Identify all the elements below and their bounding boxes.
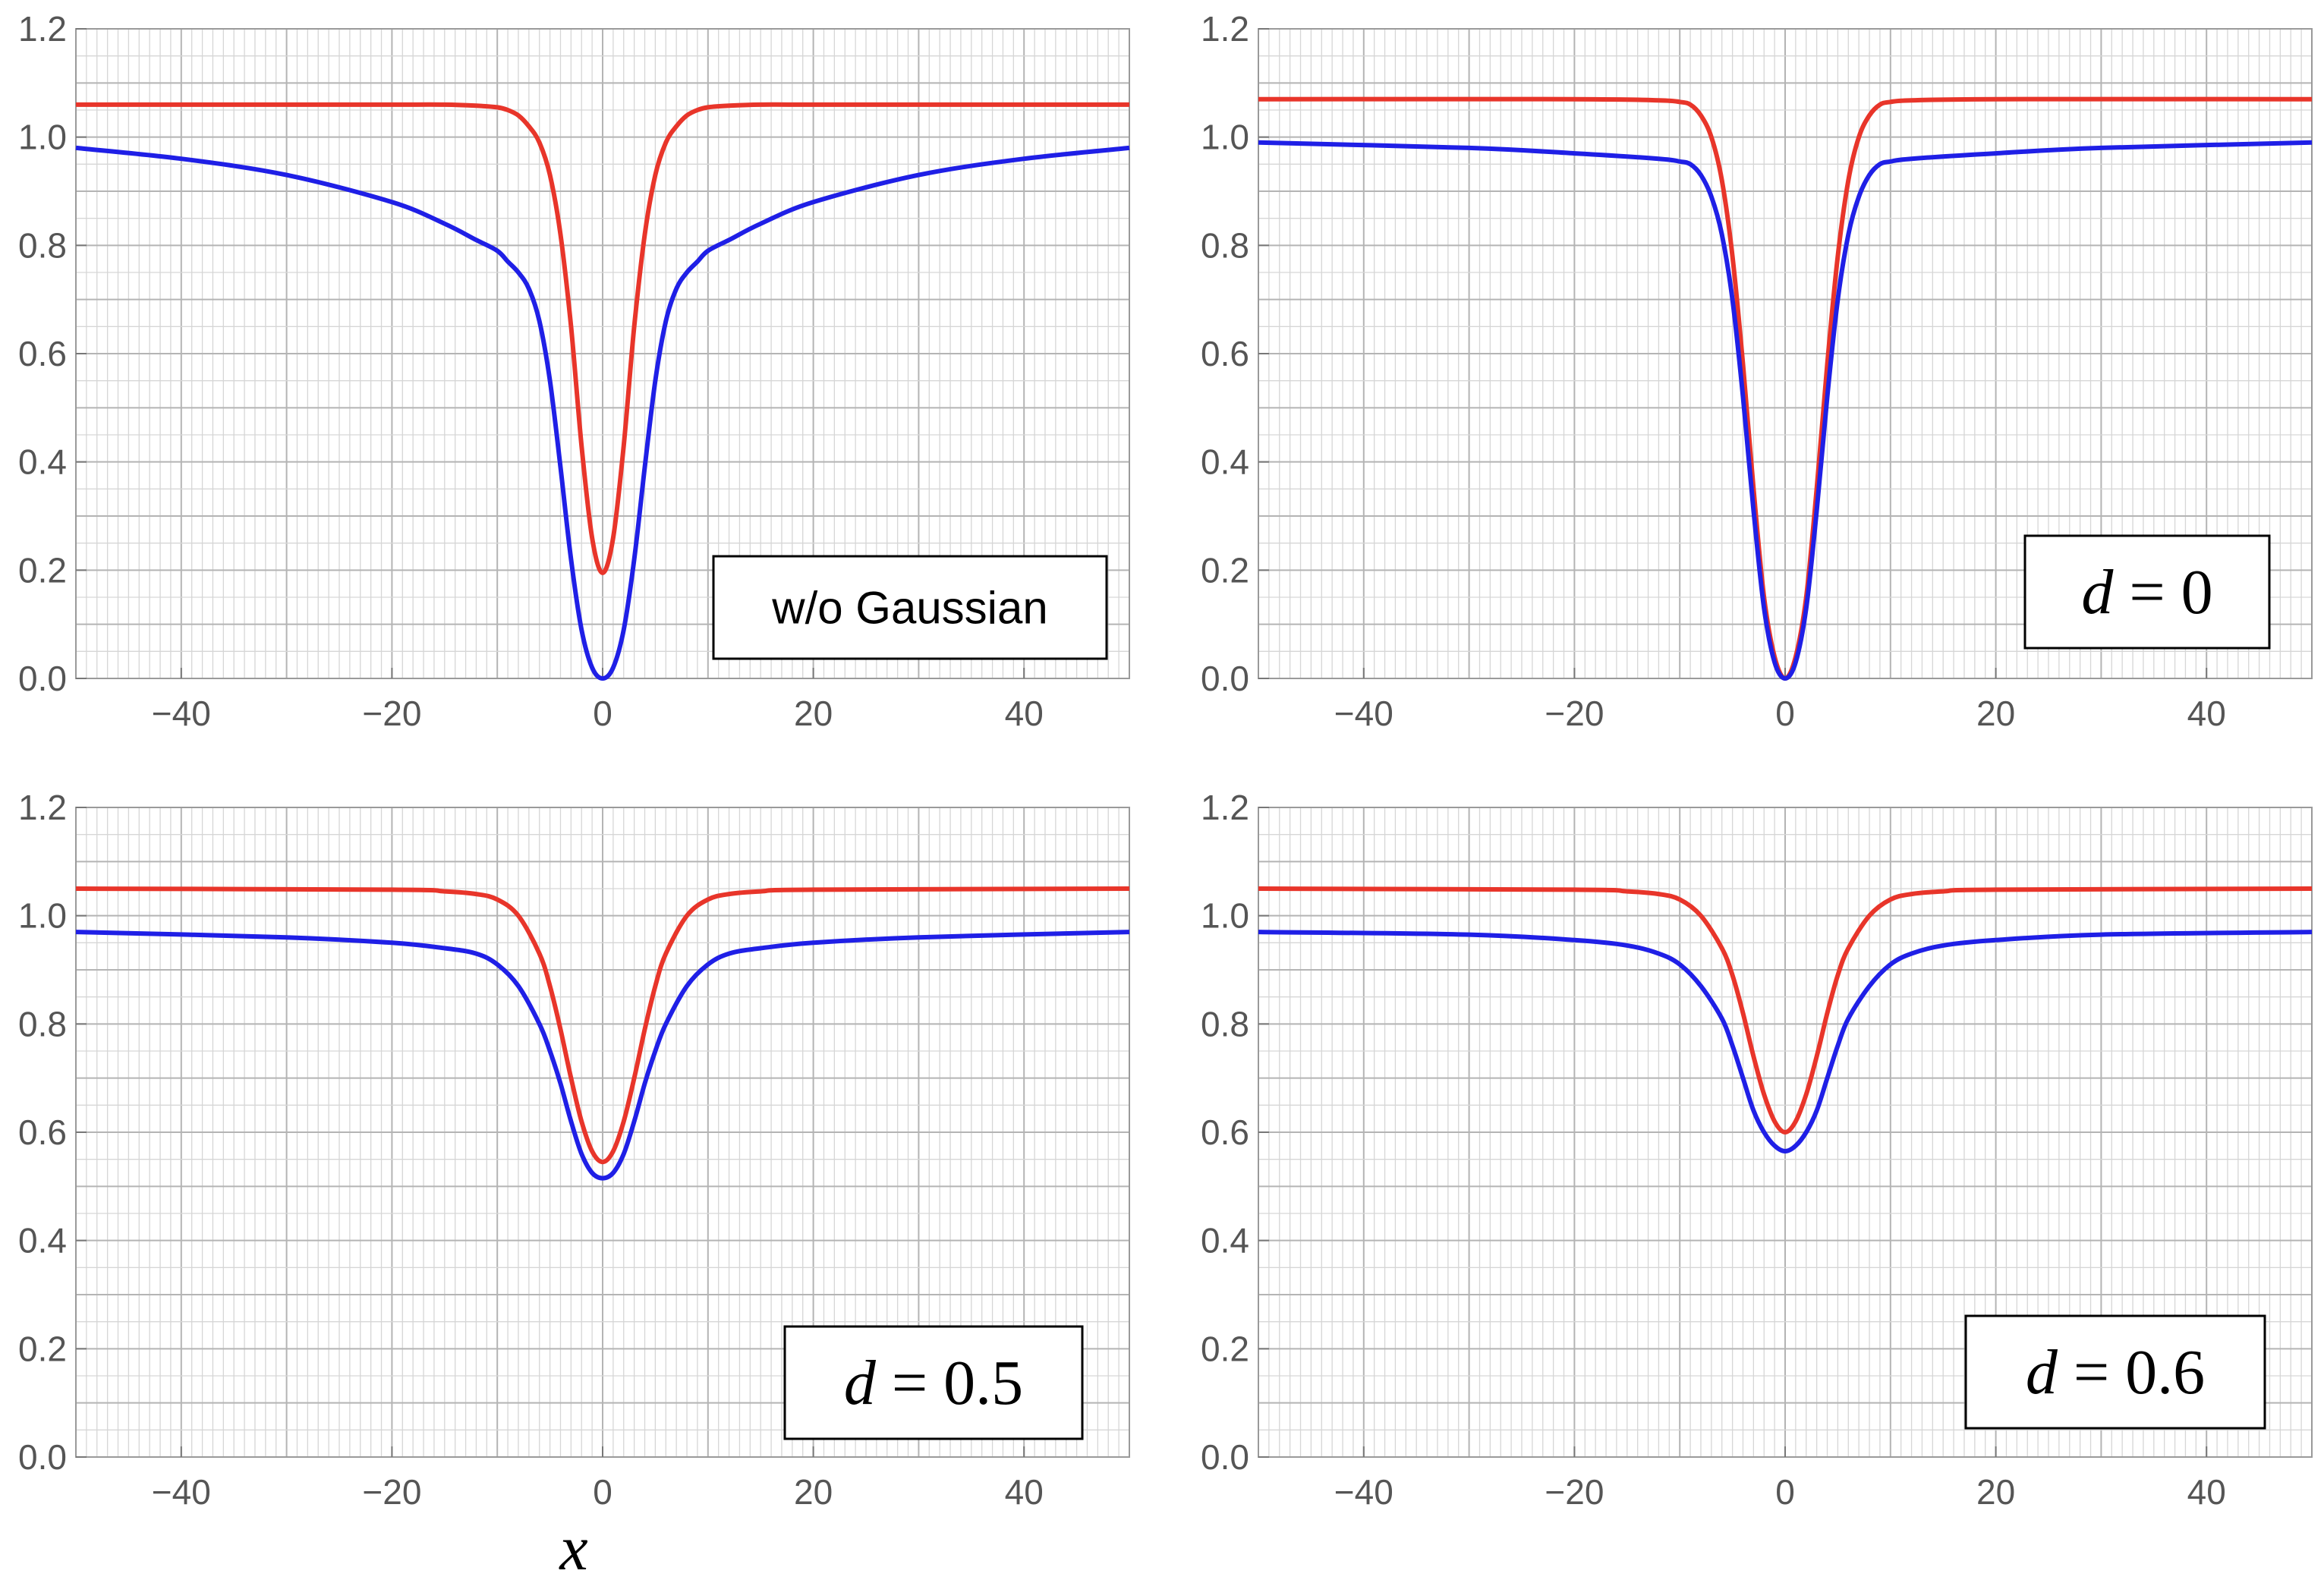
legend-label: d = 0.6 [2026,1337,2205,1408]
y-tick-label: 1.0 [1201,896,1249,936]
y-tick-label: 0.6 [1201,1113,1249,1152]
x-tick-label: −20 [362,694,421,733]
y-tick-label: 0.4 [1201,1221,1249,1260]
legend-box: d = 0.6 [1964,1314,2266,1430]
series-line-red [75,886,1130,1165]
y-tick-label: 0.0 [18,659,67,698]
y-tick-label: 1.0 [18,118,67,157]
y-tick-label: 0.4 [18,442,67,482]
panel-d-0: −40 −20 0 20 40 0.0 0.2 0.4 0.6 0.8 1.0 1.2 d = 0 [1201,9,2313,733]
x-tick-label: 0 [1775,694,1795,733]
y-tick-label: 0.8 [18,225,67,265]
x-tick-label: 20 [794,694,833,733]
legend-frame [712,555,1108,660]
x-tick-label: −40 [1334,1472,1393,1512]
y-tick-label: 0.0 [1201,659,1249,698]
series-line-red [1258,886,2313,1135]
y-tick-label: 0.2 [18,550,67,590]
y-tick-label: 0.6 [18,1113,67,1152]
legend-frame [2023,534,2271,650]
y-tick-label: 0.2 [1201,550,1249,590]
legend-frame [1964,1314,2266,1430]
y-tick-label: 0.8 [1201,225,1249,265]
series-line-blue [1258,140,2313,681]
x-tick-label: −20 [362,1472,421,1512]
x-tick-label: −40 [1334,694,1393,733]
x-tick-label: 0 [593,694,612,733]
x-tick-label: 40 [1005,694,1044,733]
series-line-blue [75,930,1130,1181]
y-tick-label: 1.2 [1201,9,1249,49]
x-tick-label: 40 [2187,1472,2226,1512]
x-tick-label: 0 [1775,1472,1795,1512]
y-tick-label: 0.8 [1201,1004,1249,1043]
y-tick-label: 1.0 [1201,118,1249,157]
x-tick-label: −20 [1545,1472,1604,1512]
x-tick-label: 0 [593,1472,612,1512]
legend-box: w/o Gaussian [712,555,1108,660]
y-tick-label: 0.8 [18,1004,67,1043]
y-tick-label: 1.2 [18,9,67,49]
panel-without-gaussian: −40 −20 0 20 40 0.0 0.2 0.4 0.6 0.8 1.0 1.2 w/o Gaus… [18,9,1130,733]
x-tick-label: −40 [152,694,211,733]
y-tick-label: 0.2 [1201,1329,1249,1368]
x-tick-label: 40 [1005,1472,1044,1512]
series-line-blue [1258,930,2313,1153]
grid [1258,28,2313,679]
x-tick-label: 20 [1976,1472,2015,1512]
legend-box: d = 0 [2023,534,2271,650]
x-axis-label: x [558,1513,587,1583]
y-tick-label: 0.0 [1201,1437,1249,1477]
y-tick-label: 0.6 [18,334,67,373]
y-tick-label: 0.4 [1201,442,1249,482]
x-tick-label: −20 [1545,694,1604,733]
x-tick-label: 40 [2187,694,2226,733]
legend-box: d = 0.5 [783,1325,1084,1440]
x-tick-label: −40 [152,1472,211,1512]
legend-label: w/o Gaussian [771,583,1048,634]
y-tick-label: 1.2 [18,788,67,827]
legend-label: d = 0.5 [844,1348,1023,1418]
y-tick-label: 1.0 [18,896,67,936]
y-tick-label: 0.4 [18,1221,67,1260]
y-tick-label: 0.6 [1201,334,1249,373]
y-tick-label: 0.2 [18,1329,67,1368]
x-tick-label: 20 [1976,694,2015,733]
y-tick-label: 1.2 [1201,788,1249,827]
series-line-blue [75,145,1130,681]
legend-frame [783,1325,1084,1440]
legend-label: d = 0 [2081,557,2212,628]
panel-d-0-6: −40 −20 0 20 40 0.0 0.2 0.4 0.6 0.8 1.0 1.2 d = 0.6 [1201,788,2313,1512]
panel-d-0-5: −40 −20 0 20 40 0.0 0.2 0.4 0.6 0.8 1.0 1.2 d = 0.5 x [18,788,1130,1583]
series-line-red [75,102,1129,575]
y-tick-label: 0.0 [18,1437,67,1477]
x-tick-label: 20 [794,1472,833,1512]
